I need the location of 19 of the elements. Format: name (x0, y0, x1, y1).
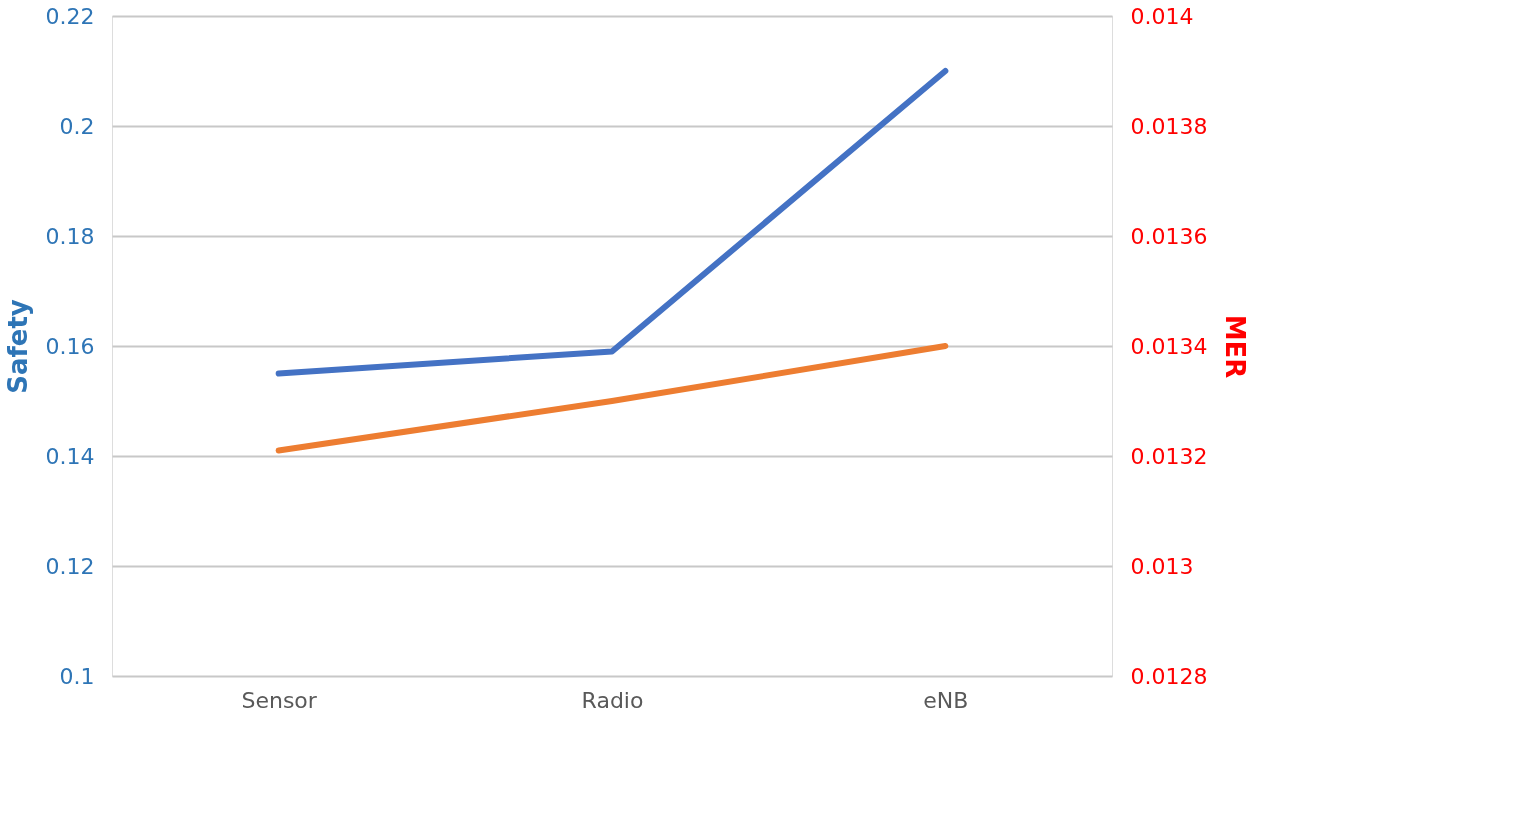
y-tick-label: 0.12 (45, 553, 95, 579)
y2-tick-label: 0.0138 (1130, 113, 1208, 139)
y-tick-label: 0.18 (45, 223, 95, 249)
y2-tick-label: 0.0134 (1130, 333, 1208, 359)
y2-tick-label: 0.013 (1130, 553, 1194, 579)
y-tick-label: 0.2 (59, 113, 95, 139)
y-tick-label: 0.16 (45, 333, 95, 359)
x-tick-label: Radio (581, 687, 644, 713)
y2-tick-label: 0.014 (1130, 3, 1194, 29)
y2-tick-label: 0.0132 (1130, 443, 1208, 469)
y-axis-title: Safety (2, 299, 33, 394)
y2-axis-title: MER (1220, 314, 1251, 379)
x-tick-label: Sensor (241, 687, 318, 713)
x-tick-label: eNB (923, 687, 969, 713)
y-tick-label: 0.14 (45, 443, 95, 469)
y-tick-label: 0.1 (59, 663, 95, 689)
y2-tick-label: 0.0136 (1130, 223, 1208, 249)
y2-tick-label: 0.0128 (1130, 663, 1208, 689)
y-tick-label: 0.22 (45, 3, 95, 29)
